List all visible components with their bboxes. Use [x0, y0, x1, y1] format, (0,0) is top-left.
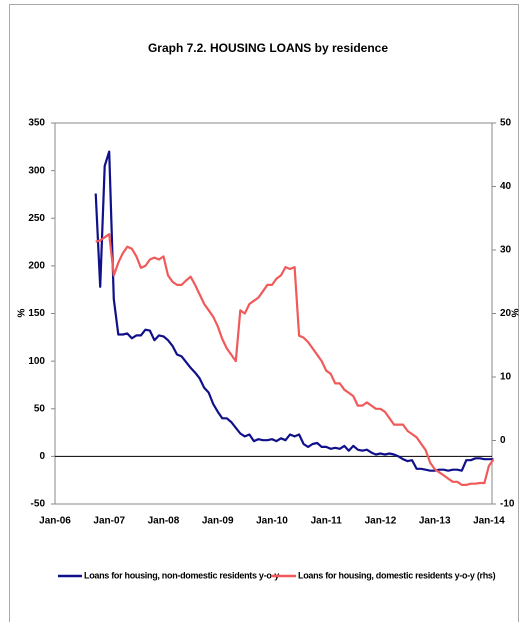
y-tick-label: 250 [28, 213, 45, 224]
x-tick-label: Jan-07 [93, 516, 125, 527]
y2-tick-label: 50 [500, 118, 512, 129]
y2-tick-label: 30 [500, 245, 512, 256]
line-series [94, 150, 494, 472]
chart-border [9, 4, 519, 627]
y-tick-label: 50 [34, 403, 46, 414]
y-tick-label: 200 [28, 261, 45, 272]
y-axis-label: % [17, 308, 28, 317]
y2-tick-label: 10 [500, 372, 512, 383]
y2-tick-label: -10 [500, 499, 515, 510]
x-tick-label: Jan-06 [39, 516, 71, 527]
x-tick-label: Jan-10 [256, 516, 288, 527]
plot-area [54, 122, 493, 505]
y-tick-label: 0 [39, 451, 45, 462]
y2-tick-label: 20 [500, 308, 512, 319]
legend-label: Loans for housing, non-domestic resident… [84, 570, 279, 580]
y-tick-label: 150 [28, 308, 45, 319]
x-tick-label: Jan-13 [419, 516, 451, 527]
line-series [95, 233, 495, 486]
legend-label: Loans for housing, domestic residents y-… [298, 570, 496, 580]
x-tick-label: Jan-09 [202, 516, 234, 527]
x-tick-label: Jan-08 [148, 516, 180, 527]
y-tick-label: -50 [31, 499, 46, 510]
y-tick-label: 100 [28, 356, 45, 367]
x-tick-label: Jan-14 [473, 516, 505, 527]
y-tick-label: 350 [28, 118, 45, 129]
y2-tick-label: 0 [500, 435, 506, 446]
y-tick-label: 300 [28, 165, 45, 176]
x-tick-label: Jan-11 [311, 516, 343, 527]
x-tick-label: Jan-12 [365, 516, 397, 527]
y2-tick-label: 40 [500, 181, 512, 192]
y2-axis-label: % [508, 309, 519, 318]
chart-title: Graph 7.2. HOUSING LOANS by residence [148, 41, 388, 55]
